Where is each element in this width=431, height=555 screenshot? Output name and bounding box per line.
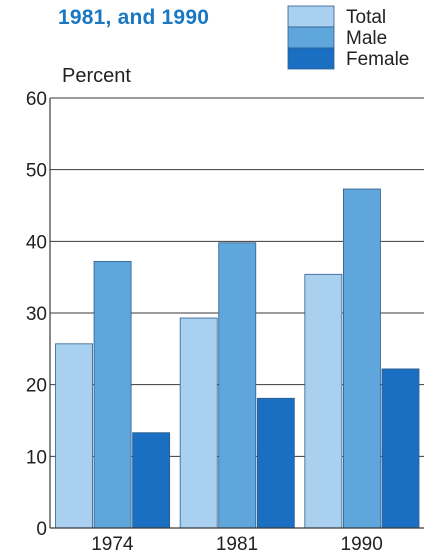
legend-swatch-total (287, 5, 335, 28)
chart-title: 1981, and 1990 (58, 6, 210, 29)
y-tick-label: 50 (26, 161, 47, 182)
legend-label-female: Female (346, 49, 409, 70)
y-tick-label: 60 (26, 89, 47, 110)
y-tick-label: 20 (26, 376, 47, 397)
bar-male-1990 (342, 188, 381, 529)
legend-swatch-male (287, 26, 335, 49)
y-tick-labels: 0 10 20 30 40 50 60 (26, 89, 47, 540)
bar-female-1974 (132, 432, 171, 529)
axes (49, 98, 424, 529)
legend-label-male: Male (346, 28, 387, 49)
y-tick-label: 30 (26, 304, 47, 325)
y-axis-label: Percent (62, 65, 131, 87)
bar-total-1981 (179, 317, 218, 529)
bar-male-1981 (218, 242, 257, 529)
bar-female-1990 (381, 368, 420, 529)
y-tick-label: 0 (36, 519, 47, 540)
bars (55, 188, 420, 529)
bar-male-1974 (93, 260, 132, 529)
bar-total-1974 (55, 343, 93, 529)
x-tick-label: 1990 (341, 534, 383, 555)
y-tick-label: 40 (26, 232, 47, 253)
x-tick-label: 1981 (216, 534, 258, 555)
bar-total-1990 (304, 273, 343, 529)
y-tick-label: 10 (26, 447, 47, 468)
x-tick-labels: 1974 1981 1990 (91, 534, 383, 555)
legend-label-total: Total (346, 7, 386, 28)
bar-female-1981 (256, 397, 295, 529)
x-tick-label: 1974 (91, 534, 134, 555)
legend-swatch-female (287, 47, 335, 70)
